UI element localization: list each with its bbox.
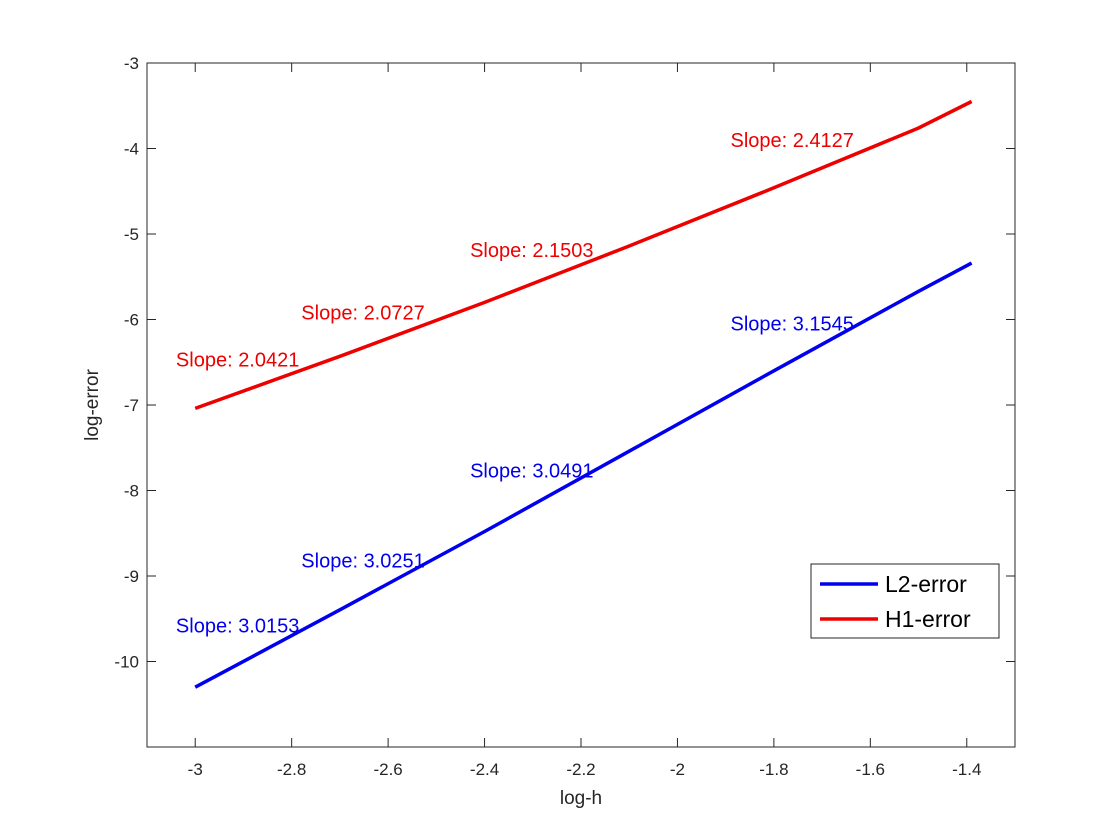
y-tick-label: -10 [114, 653, 139, 672]
x-tick-label: -1.6 [856, 760, 885, 779]
y-tick-label: -9 [124, 567, 139, 586]
slope-annotation: Slope: 2.1503 [470, 240, 593, 262]
x-tick-label: -1.8 [759, 760, 788, 779]
x-tick-label: -1.4 [952, 760, 981, 779]
series-lines [194, 99, 973, 689]
y-tick-label: -8 [124, 482, 139, 501]
slope-annotation: Slope: 3.0251 [301, 550, 424, 572]
x-tick-label: -2.2 [566, 760, 595, 779]
series-line-l2-error [194, 261, 973, 689]
legend-label-h1-error: H1-error [885, 606, 971, 632]
series-line-h1-error [194, 99, 973, 411]
y-tick-label: -3 [124, 54, 139, 73]
y-tick-label: -6 [124, 311, 139, 330]
y-axis-ticks: -3 -4 -5 -6 -7 -8 -9 -10 [114, 54, 1015, 672]
legend-box [810, 563, 1000, 639]
y-axis-label: log-error [82, 368, 103, 440]
y-tick-label: -4 [124, 140, 139, 159]
x-axis-label: log-h [560, 788, 602, 809]
y-tick-label: -5 [124, 225, 139, 244]
x-tick-label: -2.4 [470, 760, 499, 779]
slope-annotation: Slope: 3.1545 [730, 314, 853, 336]
slope-annotation: Slope: 2.0421 [176, 350, 299, 372]
slope-annotation: Slope: 2.0727 [301, 303, 424, 325]
x-tick-label: -2.6 [373, 760, 402, 779]
legend: L2-error H1-error [810, 563, 1000, 639]
slope-annotations: Slope: 2.0421 Slope: 2.0727 Slope: 2.1503 S… [176, 130, 854, 638]
slope-annotation: Slope: 3.0153 [176, 615, 299, 637]
x-axis-ticks: -3 -2.8 -2.6 -2.4 -2.2 -2 -1.8 -1.6 -1.4 [188, 63, 981, 779]
slope-annotation: Slope: 3.0491 [470, 461, 593, 483]
x-tick-label: -2 [670, 760, 685, 779]
legend-label-l2-error: L2-error [885, 571, 967, 597]
x-tick-label: -2.8 [277, 760, 306, 779]
x-tick-label: -3 [188, 760, 203, 779]
slope-annotation: Slope: 2.4127 [730, 130, 853, 152]
y-tick-label: -7 [124, 396, 139, 415]
